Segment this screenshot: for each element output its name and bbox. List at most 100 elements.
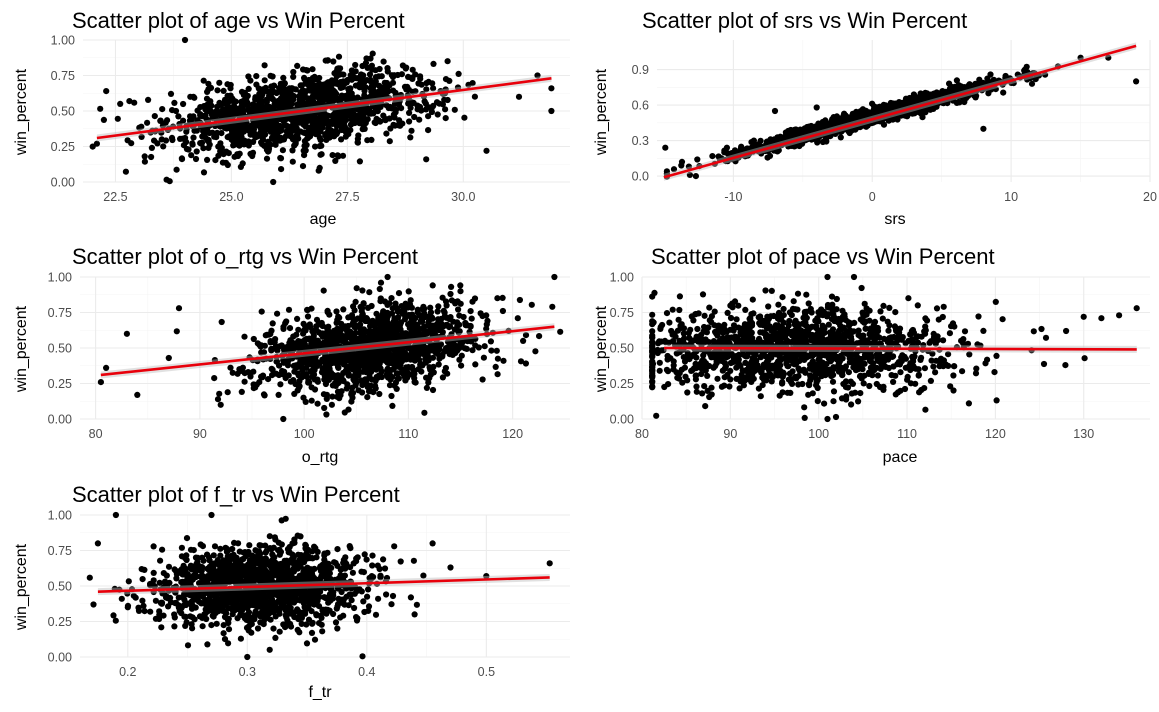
scatter-point <box>318 151 325 158</box>
scatter-point <box>97 105 104 112</box>
scatter-point <box>283 128 290 135</box>
scatter-point <box>290 118 297 125</box>
scatter-point <box>392 100 399 107</box>
scatter-point <box>299 104 306 111</box>
scatter-point <box>858 284 865 292</box>
scatter-point <box>711 308 718 315</box>
scatter-point <box>334 118 341 125</box>
scatter-point <box>376 390 383 398</box>
scatter-point <box>267 115 274 122</box>
scatter-point <box>727 314 735 322</box>
scatter-point <box>256 101 263 108</box>
scatter-point <box>218 144 225 152</box>
scatter-point <box>411 375 418 382</box>
scatter-point <box>372 67 379 74</box>
scatter-point <box>229 369 236 376</box>
y-tick-labels: 0.000.250.500.751.00 <box>48 271 72 427</box>
scatter-point <box>325 93 332 100</box>
scatter-point <box>255 119 262 126</box>
scatter-point <box>393 385 400 392</box>
scatter-point <box>425 78 432 85</box>
scatter-point <box>354 139 361 146</box>
scatter-point <box>425 113 432 120</box>
scatter-point <box>178 156 186 163</box>
scatter-point <box>666 319 673 326</box>
scatter-point <box>368 86 376 93</box>
scatter-point <box>103 364 110 371</box>
scatter-point <box>250 368 257 375</box>
scatter-point <box>727 367 734 374</box>
scatter-point <box>216 122 223 130</box>
scatter-point <box>953 77 961 84</box>
scatter-point <box>439 101 446 108</box>
scatter-point <box>339 152 347 159</box>
scatter-point <box>97 379 104 386</box>
scatter-point <box>192 155 200 163</box>
scatter-point <box>348 361 355 369</box>
scatter-point <box>375 73 382 80</box>
scatter-point <box>212 122 219 130</box>
scatter-point <box>425 357 432 364</box>
scatter-point <box>271 339 278 346</box>
scatter-point <box>216 99 223 106</box>
scatter-point <box>469 298 476 305</box>
scatter-point <box>492 363 499 370</box>
x-tick-label: 27.5 <box>335 190 359 204</box>
scatter-point <box>311 117 318 124</box>
scatter-point <box>218 318 225 326</box>
scatter-point <box>231 121 238 128</box>
scatter-point <box>159 106 166 113</box>
x-tick-label: 80 <box>635 427 649 441</box>
scatter-point <box>280 415 287 423</box>
x-axis-label: age <box>310 211 337 228</box>
scatter-point <box>386 138 393 145</box>
scatter-point <box>323 395 330 402</box>
scatter-point <box>364 116 371 123</box>
scatter-point <box>252 94 259 101</box>
scatter-point <box>398 71 405 78</box>
scatter-point <box>229 95 236 102</box>
scatter-point <box>245 85 252 92</box>
scatter-point <box>360 300 367 307</box>
y-tick-label: 0.25 <box>610 377 634 391</box>
scatter-point <box>397 91 404 99</box>
x-tick-labels: 22.5 25.0 27.5 30.0 <box>103 190 475 204</box>
x-tick-label: 120 <box>502 427 523 441</box>
scatter-point <box>333 90 340 97</box>
scatter-point <box>418 107 425 114</box>
scatter-point <box>350 303 357 310</box>
scatter-point <box>236 136 243 144</box>
scatter-point <box>918 96 925 103</box>
scatter-point <box>241 141 248 148</box>
scatter-point <box>227 107 234 114</box>
scatter-point <box>885 327 892 334</box>
scatter-point <box>409 66 416 73</box>
scatter-point <box>397 122 404 129</box>
scatter-point <box>483 312 490 319</box>
scatter-point <box>407 322 414 329</box>
scatter-point <box>217 140 224 147</box>
y-tick-label: 0.25 <box>48 377 72 391</box>
scatter-point <box>347 121 355 128</box>
scatter-point <box>735 302 742 309</box>
scatter-point <box>678 158 686 165</box>
scatter-point <box>157 117 164 124</box>
scatter-point <box>373 310 380 317</box>
scatter-point <box>314 400 321 407</box>
x-tick-label: 25.0 <box>219 190 243 204</box>
scatter-point <box>321 111 329 118</box>
scatter-point <box>370 389 377 396</box>
scatter-point <box>345 406 352 413</box>
scatter-point <box>653 412 660 419</box>
scatter-point <box>245 142 252 149</box>
y-tick-label: 0.75 <box>51 69 75 83</box>
x-axis-label: pace <box>883 449 918 466</box>
scatter-point <box>932 369 939 376</box>
scatter-point <box>239 160 246 167</box>
scatter-point <box>123 330 130 337</box>
scatter-point <box>308 397 315 404</box>
scatter-point <box>335 326 342 333</box>
scatter-point <box>407 356 414 363</box>
scatter-point <box>371 81 378 88</box>
scatter-point <box>234 108 241 115</box>
